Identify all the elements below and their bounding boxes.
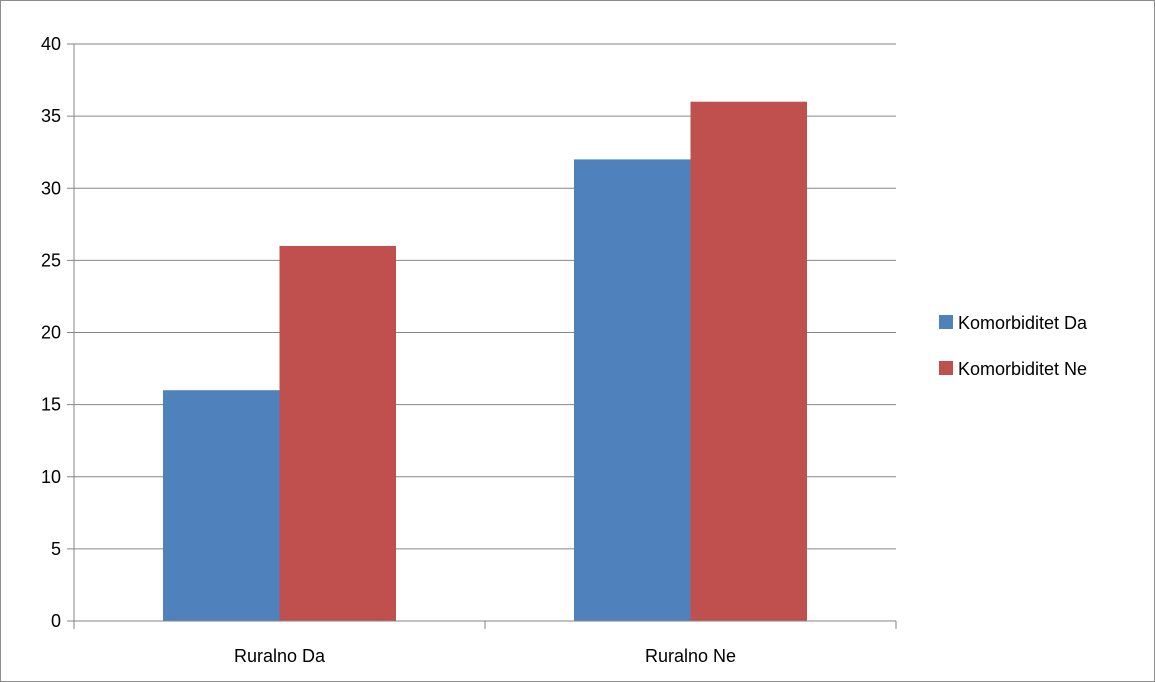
bar-komorbiditet-da-ruralno-ne	[573, 159, 691, 621]
x-category-label: Ruralno Da	[234, 646, 326, 666]
legend-swatch	[939, 315, 953, 329]
y-tick-label: 20	[41, 323, 61, 343]
bar-komorbiditet-ne-ruralno-da	[279, 245, 397, 621]
legend: Komorbiditet Da Komorbiditet Ne	[939, 313, 1088, 379]
bar-komorbiditet-ne-ruralno-ne	[690, 101, 808, 621]
legend-label: Komorbiditet Ne	[958, 359, 1087, 379]
y-tick-label: 25	[41, 250, 61, 270]
y-tick-label: 30	[41, 178, 61, 198]
x-category-label: Ruralno Ne	[645, 646, 736, 666]
legend-label: Komorbiditet Da	[958, 313, 1088, 333]
axes: 0 5 10 15 20 25 30 35 40 Ruralno Da Ruralno Ne	[41, 34, 897, 666]
y-tick-label: 35	[41, 106, 61, 126]
y-tick-label: 10	[41, 467, 61, 487]
y-tick-label: 5	[51, 539, 61, 559]
bar-komorbiditet-da-ruralno-da	[162, 390, 280, 621]
y-tick-label: 0	[51, 611, 61, 631]
y-tick-label: 15	[41, 395, 61, 415]
y-tick-label: 40	[41, 34, 61, 54]
legend-swatch	[939, 361, 953, 375]
bars	[162, 101, 808, 621]
